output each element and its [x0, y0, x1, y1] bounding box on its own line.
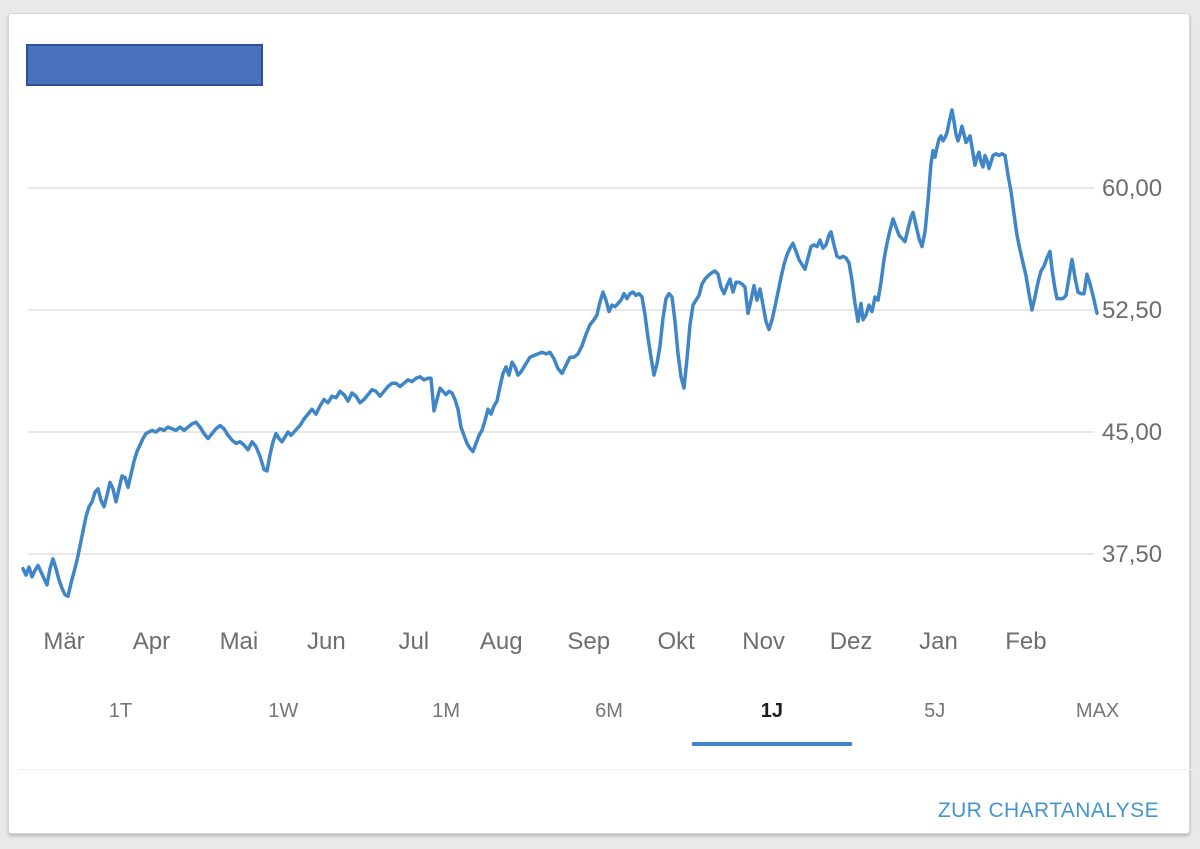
- range-button-label: 6M: [595, 700, 623, 722]
- range-button-1w[interactable]: 1W: [202, 686, 365, 752]
- chart-card: 1T 1W 1M 6M 1J 5J MAX ZUR CHARTANALYS: [8, 13, 1198, 834]
- range-button-1m[interactable]: 1M: [365, 686, 528, 752]
- range-button-5j[interactable]: 5J: [853, 686, 1016, 752]
- range-button-label: 1W: [268, 700, 299, 722]
- range-button-label: 5J: [924, 700, 946, 722]
- range-button-label: 1M: [432, 700, 461, 722]
- redacted-title-box: [26, 44, 263, 86]
- range-selector: 1T 1W 1M 6M 1J 5J MAX: [39, 686, 1179, 752]
- range-button-label: 1T: [108, 700, 133, 722]
- range-button-label: 1J: [760, 700, 783, 722]
- range-button-label: MAX: [1075, 700, 1120, 722]
- chartanalyse-link[interactable]: ZUR CHARTANALYSE: [937, 799, 1159, 822]
- range-button-1j[interactable]: 1J: [690, 686, 853, 752]
- range-button-6m[interactable]: 6M: [528, 686, 691, 752]
- range-button-1t[interactable]: 1T: [39, 686, 202, 752]
- selected-range-underline: [691, 742, 852, 746]
- range-button-max[interactable]: MAX: [1016, 686, 1179, 752]
- footer-divider: [18, 769, 1198, 770]
